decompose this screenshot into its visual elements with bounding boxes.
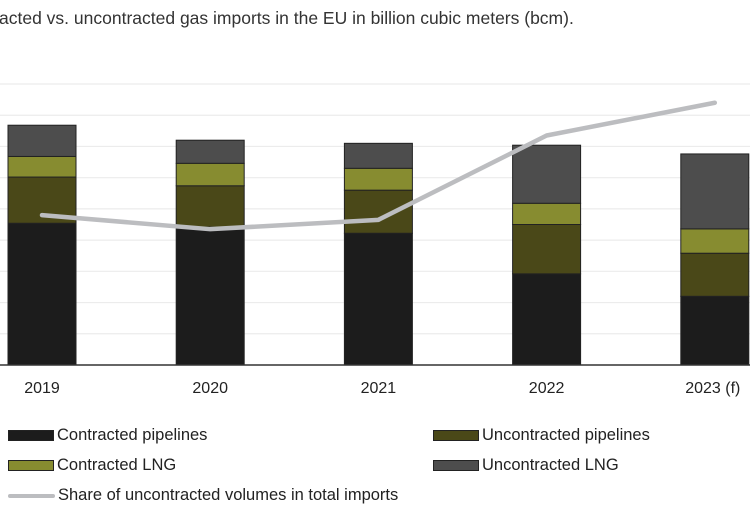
bar-segment-uncontracted-lng [680,153,750,230]
bar-segment-contracted-lng [7,155,77,178]
x-tick-label: 2019 [24,380,60,397]
legend-label: Share of uncontracted volumes in total i… [58,486,399,504]
legend-line-swatch [8,493,55,498]
x-tick-label: 2020 [192,380,228,397]
bar-segment-uncontracted-lng [175,139,245,164]
x-tick-label: 2021 [361,380,397,397]
bar-segment-uncontracted-pipelines [680,252,750,297]
bar-segment-uncontracted-pipelines [512,224,582,275]
bar-segment-uncontracted-lng [7,124,77,157]
legend-label: Contracted LNG [57,456,177,474]
bar-segment-contracted-lng [175,162,245,187]
legend-swatch [433,460,479,471]
bar-segment-contracted-pipelines [512,273,582,366]
bar-segment-uncontracted-lng [343,142,413,169]
legend-item-share-line: Share of uncontracted volumes in total i… [8,486,398,505]
legend-item-contracted-lng: Contracted LNG [8,456,176,475]
legend-item-uncontracted-pipelines: Uncontracted pipelines [433,426,650,445]
chart-title: acted vs. uncontracted gas imports in th… [0,8,574,28]
legend-item-uncontracted-lng: Uncontracted LNG [433,456,619,475]
legend-label: Uncontracted LNG [482,456,619,474]
x-tick-label: 2023 (f) [685,380,740,397]
bar-segment-contracted-pipelines [175,226,245,366]
bar-segment-contracted-lng [680,228,750,254]
bar-segment-uncontracted-lng [512,144,582,204]
bar-segment-contracted-pipelines [7,222,77,366]
legend-label: Contracted pipelines [57,426,208,444]
bar-segment-contracted-lng [343,167,413,191]
legend-swatch [433,430,479,441]
bar-segment-contracted-lng [512,202,582,226]
legend-label: Uncontracted pipelines [482,426,650,444]
legend-item-contracted-pipelines: Contracted pipelines [8,426,207,445]
bar-segment-uncontracted-pipelines [175,185,245,228]
legend-swatch [8,430,54,441]
x-tick-label: 2022 [529,380,565,397]
legend-swatch [8,460,54,471]
bar-segment-contracted-pipelines [680,295,750,366]
bar-segment-contracted-pipelines [343,232,413,366]
bar-segment-uncontracted-pipelines [343,189,413,234]
